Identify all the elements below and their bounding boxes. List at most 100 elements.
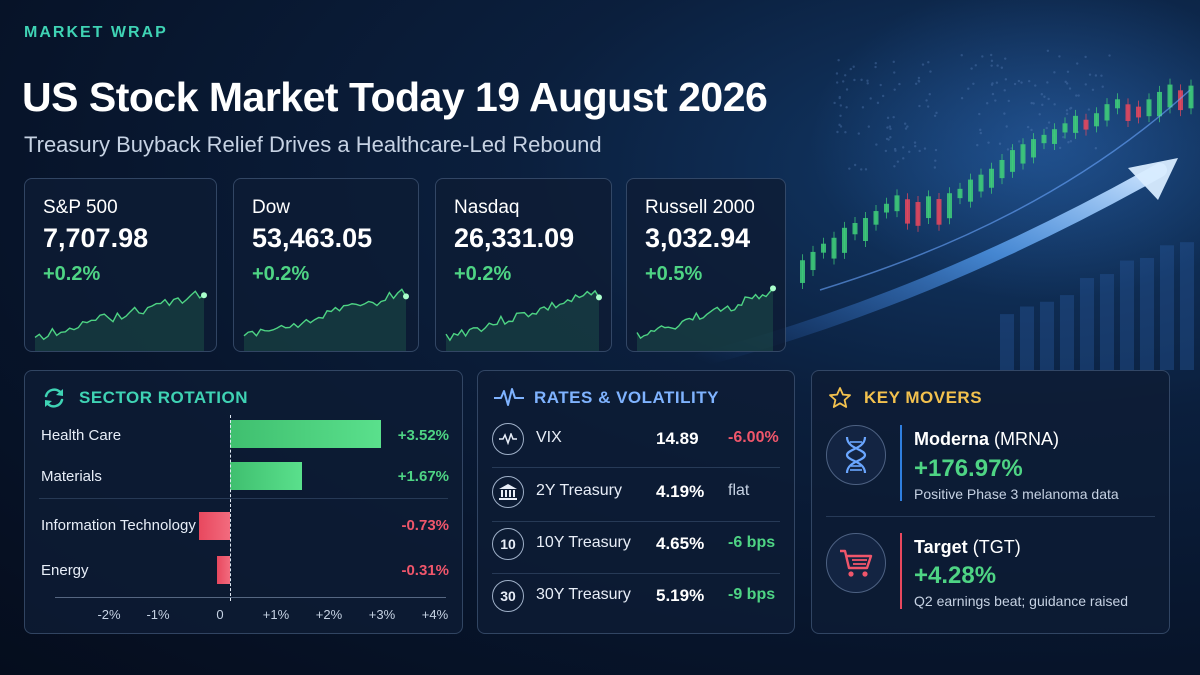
sparkline-area: [35, 291, 204, 351]
background-map-dot: [1006, 148, 1010, 151]
background-map-dot: [892, 115, 895, 119]
background-map-dot: [1084, 55, 1087, 59]
index-card-dow[interactable]: Dow 53,463.05 +0.2%: [233, 178, 419, 352]
thirty-year-icon: 30: [492, 580, 524, 612]
background-map-dot: [841, 80, 845, 83]
background-map-dot: [869, 97, 872, 100]
background-map-dot: [918, 104, 921, 108]
index-card-nasdaq[interactable]: Nasdaq 26,331.09 +0.2%: [435, 178, 612, 352]
background-map-dot: [926, 105, 930, 108]
background-map-dot: [1043, 95, 1046, 98]
rate-row-vix[interactable]: VIX 14.89 -6.00%: [492, 415, 780, 465]
x-axis-tick-label: -1%: [146, 607, 170, 622]
sparkline-line: [445, 289, 600, 342]
background-map-dot: [836, 130, 839, 134]
background-map-dot: [981, 55, 984, 58]
sparkline-line: [636, 287, 774, 340]
background-map-dot: [1007, 99, 1010, 103]
background-map-dot: [874, 61, 877, 65]
background-map-dot: [1065, 109, 1069, 112]
background-map-dot: [1108, 54, 1111, 57]
background-bar: [1040, 301, 1054, 370]
background-map-dot: [839, 114, 842, 117]
sparkline-chart: [243, 288, 409, 351]
index-value: 7,707.98: [43, 223, 149, 253]
background-map-dot: [1027, 79, 1031, 83]
divider: [492, 521, 780, 522]
background-map-dot: [894, 149, 897, 152]
background-map-dot: [1067, 141, 1070, 144]
mover-company: Target: [914, 537, 968, 557]
background-map-dot: [1069, 140, 1073, 143]
background-map-dot: [978, 112, 981, 116]
background-map-dot: [1088, 73, 1092, 76]
sector-label: Materials: [41, 468, 102, 485]
background-map-dot: [1005, 125, 1008, 128]
page-subtitle: Treasury Buyback Relief Drives a Healthc…: [24, 132, 602, 157]
background-map-dot: [990, 64, 993, 67]
sector-value: +1.67%: [397, 468, 449, 485]
background-map-dot: [860, 168, 863, 171]
background-map-dot: [898, 82, 901, 86]
divider: [826, 516, 1155, 517]
index-card-sp500[interactable]: S&P 500 7,707.98 +0.2%: [24, 178, 217, 352]
rate-change: -6.00%: [728, 429, 779, 446]
rate-row-2y-treasury[interactable]: 2Y Treasury 4.19% flat: [492, 468, 780, 518]
sector-label: Energy: [41, 562, 89, 579]
background-map-dot: [928, 93, 931, 96]
sparkline-area: [244, 289, 406, 351]
background-map-dot: [1003, 89, 1006, 92]
background-map-dot: [1069, 106, 1073, 110]
background-map-dot: [845, 88, 849, 91]
background-map-dot: [1046, 81, 1049, 84]
background-map-dot: [1026, 125, 1030, 129]
background-bar: [1080, 278, 1094, 370]
background-map-dot: [960, 53, 963, 57]
index-change: +0.2%: [43, 263, 101, 285]
sector-label: Health Care: [41, 427, 122, 444]
background-map-dot: [979, 128, 982, 132]
accent-line: [900, 425, 902, 501]
star-icon: [829, 387, 851, 408]
sparkline-line: [34, 290, 205, 341]
rate-row-10y-treasury[interactable]: 10 10Y Treasury 4.65% -6 bps: [492, 520, 780, 570]
sparkline-area: [446, 290, 599, 351]
background-map-dot: [998, 142, 1002, 145]
background-map-dot: [1066, 70, 1070, 73]
index-card-russell2000[interactable]: Russell 2000 3,032.94 +0.5%: [626, 178, 786, 352]
rate-value: 14.89: [656, 429, 699, 448]
background-map-dot: [893, 147, 897, 151]
key-movers-title: KEY MOVERS: [864, 388, 983, 407]
background-map-dot: [1058, 146, 1062, 150]
sparkline-chart: [34, 290, 207, 351]
background-map-dot: [906, 125, 909, 128]
background-map-dot: [849, 67, 852, 71]
background-map-dot: [1084, 83, 1087, 86]
mover-change: +176.97%: [914, 455, 1023, 482]
background-map-dot: [923, 147, 927, 150]
background-bar: [1060, 295, 1074, 370]
rate-value: 5.19%: [656, 586, 705, 605]
rate-row-30y-treasury[interactable]: 30 30Y Treasury 5.19% -9 bps: [492, 572, 780, 622]
index-name: S&P 500: [43, 197, 118, 218]
background-map-dot: [1000, 66, 1004, 69]
background-map-dot: [896, 160, 900, 163]
index-value: 53,463.05: [252, 223, 373, 253]
background-map-dot: [917, 76, 921, 80]
background-map-dot: [1004, 78, 1008, 81]
background-map-dot: [1046, 49, 1050, 52]
background-map-dot: [991, 92, 995, 96]
background-map-dot: [888, 125, 892, 128]
background-map-dot: [874, 65, 877, 69]
sector-value: -0.73%: [401, 517, 449, 534]
background-map-dot: [843, 74, 847, 77]
accent-line: [900, 533, 902, 609]
sector-bar-information-technology: [198, 512, 230, 540]
rate-value: 4.19%: [656, 482, 705, 501]
mover-company: Moderna: [914, 429, 990, 449]
background-map-dot: [852, 65, 855, 68]
background-map-dot: [1038, 113, 1041, 116]
background-map-dot: [1077, 94, 1080, 97]
background-map-dot: [1017, 79, 1021, 83]
background-map-dot: [838, 95, 841, 99]
